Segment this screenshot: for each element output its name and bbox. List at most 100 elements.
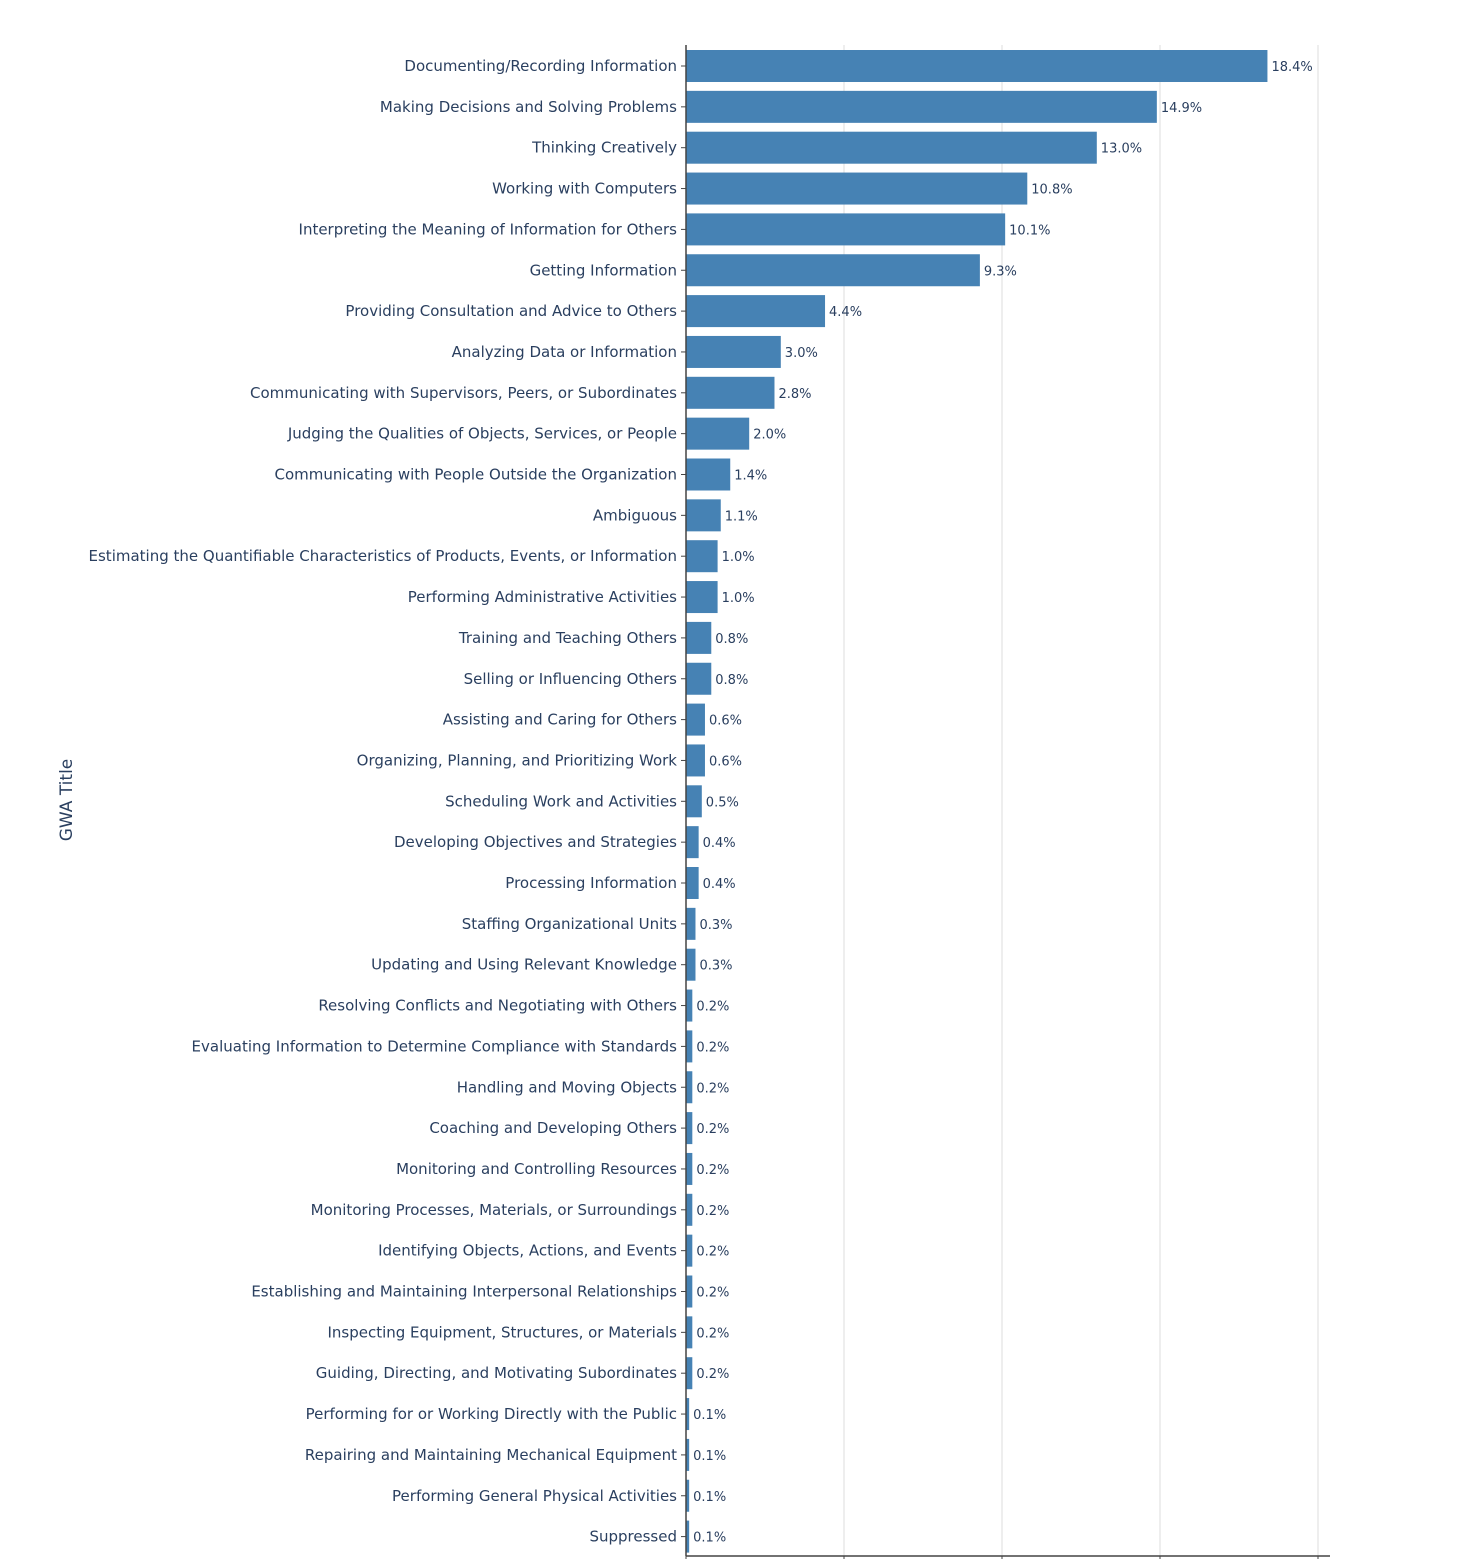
category-label: Communicating with People Outside the Or… bbox=[274, 466, 677, 484]
gridlines bbox=[843, 45, 1319, 1556]
category-labels: Documenting/Recording Information Making … bbox=[89, 57, 678, 1546]
value-label: 0.2% bbox=[696, 1000, 729, 1015]
bar bbox=[686, 376, 775, 409]
value-label: 0.2% bbox=[696, 1204, 729, 1219]
category-label: Performing Administrative Activities bbox=[408, 588, 677, 606]
value-label: 1.4% bbox=[734, 469, 767, 484]
value-labels: 18.4% 14.9% 13.0% 10.8% 10.1% 9.3% 4.4% 3.0% 2.8… bbox=[693, 60, 1313, 1546]
bar bbox=[686, 131, 1097, 164]
value-label: 0.2% bbox=[696, 1163, 729, 1178]
bar bbox=[686, 1112, 693, 1145]
category-label: Making Decisions and Solving Problems bbox=[380, 98, 677, 116]
value-label: 0.8% bbox=[715, 673, 748, 688]
category-label: Updating and Using Relevant Knowledge bbox=[371, 956, 677, 974]
category-label: Evaluating Information to Determine Comp… bbox=[192, 1037, 678, 1055]
value-label: 0.3% bbox=[699, 918, 732, 933]
category-label: Selling or Influencing Others bbox=[464, 670, 678, 688]
bar bbox=[686, 499, 721, 532]
bar bbox=[686, 254, 980, 287]
category-label: Identifying Objects, Actions, and Events bbox=[378, 1242, 677, 1260]
category-label: Providing Consultation and Advice to Oth… bbox=[345, 302, 677, 320]
bar bbox=[686, 1030, 693, 1063]
bar bbox=[686, 826, 699, 859]
bar bbox=[686, 1438, 690, 1471]
category-label: Interpreting the Meaning of Information … bbox=[299, 220, 678, 238]
value-label: 0.2% bbox=[696, 1326, 729, 1341]
value-label: 0.2% bbox=[696, 1122, 729, 1137]
bar bbox=[686, 989, 693, 1022]
value-label: 1.1% bbox=[725, 509, 758, 524]
value-label: 9.3% bbox=[984, 264, 1017, 279]
category-label: Resolving Conflicts and Negotiating with… bbox=[318, 997, 677, 1015]
value-label: 10.1% bbox=[1009, 223, 1050, 238]
category-label: Ambiguous bbox=[593, 506, 677, 524]
bar bbox=[686, 1193, 693, 1226]
bar bbox=[686, 335, 781, 368]
value-label: 14.9% bbox=[1161, 101, 1202, 116]
category-label: Suppressed bbox=[589, 1528, 677, 1546]
category-label: Estimating the Quantifiable Characterist… bbox=[89, 547, 677, 565]
value-label: 2.0% bbox=[753, 428, 786, 443]
category-label: Repairing and Maintaining Mechanical Equ… bbox=[305, 1446, 677, 1464]
value-label: 0.8% bbox=[715, 632, 748, 647]
bar bbox=[686, 1398, 690, 1431]
value-label: 0.3% bbox=[699, 959, 732, 974]
bar bbox=[686, 1275, 693, 1308]
bar bbox=[686, 867, 699, 899]
category-label: Handling and Moving Objects bbox=[457, 1078, 677, 1096]
category-label: Inspecting Equipment, Structures, or Mat… bbox=[327, 1323, 677, 1341]
value-label: 0.5% bbox=[706, 795, 739, 810]
category-label: Monitoring and Controlling Resources bbox=[396, 1160, 677, 1178]
category-label: Judging the Qualities of Objects, Servic… bbox=[287, 425, 677, 443]
value-label: 18.4% bbox=[1271, 60, 1312, 75]
bar bbox=[686, 1152, 693, 1185]
bar bbox=[686, 948, 696, 981]
bar bbox=[686, 703, 705, 736]
bar bbox=[686, 662, 712, 695]
value-label: 0.2% bbox=[696, 1081, 729, 1096]
bar bbox=[686, 1234, 693, 1267]
category-label: Monitoring Processes, Materials, or Surr… bbox=[311, 1201, 678, 1219]
category-label: Documenting/Recording Information bbox=[404, 57, 677, 75]
category-label: Guiding, Directing, and Motivating Subor… bbox=[316, 1364, 677, 1382]
value-label: 2.8% bbox=[778, 387, 811, 402]
value-label: 3.0% bbox=[785, 346, 818, 361]
value-label: 0.2% bbox=[696, 1040, 729, 1055]
bar bbox=[686, 50, 1268, 82]
category-label: Assisting and Caring for Others bbox=[443, 711, 677, 729]
bar bbox=[686, 1479, 690, 1512]
value-label: 0.1% bbox=[693, 1449, 726, 1464]
bar bbox=[686, 417, 750, 450]
bar bbox=[686, 540, 718, 573]
bar bbox=[686, 1316, 693, 1349]
value-label: 1.0% bbox=[722, 591, 755, 606]
value-label: 0.1% bbox=[693, 1408, 726, 1423]
category-label: Performing for or Working Directly with … bbox=[306, 1405, 677, 1423]
category-label: Scheduling Work and Activities bbox=[445, 792, 677, 810]
category-label: Getting Information bbox=[530, 261, 677, 279]
value-label: 1.0% bbox=[722, 550, 755, 565]
value-label: 0.2% bbox=[696, 1245, 729, 1260]
category-label: Thinking Creatively bbox=[531, 139, 677, 157]
value-label: 4.4% bbox=[829, 305, 862, 320]
bars bbox=[686, 50, 1268, 1553]
bar bbox=[686, 785, 702, 818]
category-label: Establishing and Maintaining Interperson… bbox=[251, 1283, 677, 1301]
category-label: Communicating with Supervisors, Peers, o… bbox=[250, 384, 677, 402]
bar bbox=[686, 458, 731, 491]
bar bbox=[686, 213, 1006, 246]
value-label: 13.0% bbox=[1101, 142, 1142, 157]
bar bbox=[686, 744, 705, 777]
category-label: Performing General Physical Activities bbox=[392, 1487, 677, 1505]
value-label: 0.1% bbox=[693, 1531, 726, 1546]
category-label: Developing Objectives and Strategies bbox=[394, 833, 677, 851]
category-label: Training and Teaching Others bbox=[458, 629, 677, 647]
bar bbox=[686, 172, 1028, 205]
category-label: Processing Information bbox=[505, 874, 677, 892]
bar bbox=[686, 1071, 693, 1104]
bar bbox=[686, 90, 1157, 123]
category-label: Organizing, Planning, and Prioritizing W… bbox=[357, 751, 678, 769]
value-label: 0.2% bbox=[696, 1286, 729, 1301]
bar bbox=[686, 907, 696, 940]
value-label: 0.6% bbox=[709, 714, 742, 729]
